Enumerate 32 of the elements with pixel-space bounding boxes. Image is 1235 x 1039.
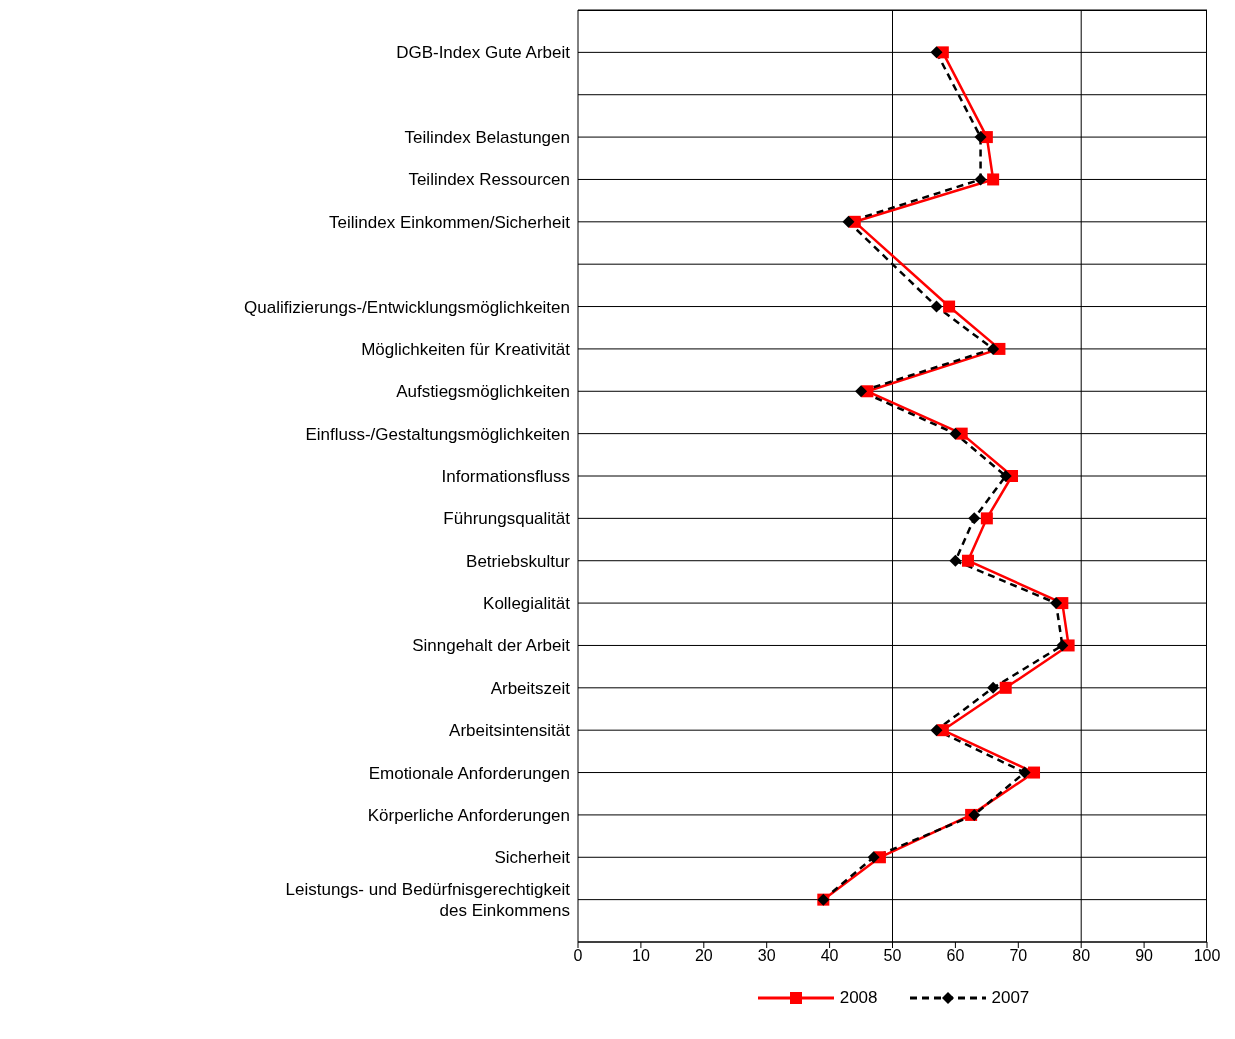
y-tick-label: Aufstiegsmöglichkeiten	[396, 382, 570, 402]
x-tick-label: 80	[1072, 947, 1091, 965]
y-tick-label: Qualifizierungs-/Entwicklungsmöglichkeiten	[244, 297, 570, 317]
legend-label: 2008	[839, 988, 878, 1008]
y-tick-label: Einfluss-/Gestaltungsmöglichkeiten	[305, 424, 570, 444]
y-tick-label: Sicherheit	[494, 848, 571, 868]
y-tick-label: Kollegialität	[483, 594, 571, 614]
y-tick-label: Möglichkeiten für Kreativität	[361, 339, 571, 359]
y-tick-label: DGB-Index Gute Arbeit	[396, 43, 571, 63]
y-tick-label: Arbeitszeit	[490, 678, 571, 698]
x-tick-label: 50	[883, 947, 902, 965]
y-tick-label: Teilindex Einkommen/Sicherheit	[329, 212, 571, 232]
x-tick-label: 0	[573, 947, 583, 965]
y-tick-label: Teilindex Ressourcen	[408, 170, 570, 190]
y-tick-label: Sinngehalt der Arbeit	[412, 636, 571, 656]
y-tick-label: Betriebskultur	[466, 551, 571, 571]
x-tick-label: 10	[632, 947, 650, 965]
y-tick-label: Arbeitsintensität	[449, 721, 571, 741]
y-tick-label: Führungsqualität	[443, 509, 571, 529]
y-tick-label: Teilindex Belastungen	[404, 128, 570, 148]
x-tick-label: 40	[820, 947, 839, 965]
x-tick-label: 100	[1193, 947, 1221, 965]
y-tick-label: Informationsfluss	[441, 467, 570, 486]
y-tick-label: Emotionale Anforderungen	[368, 763, 570, 783]
y-tick-label: Körperliche Anforderungen	[367, 805, 570, 825]
y-tick-label: Leistungs- und Bedürfnisgerechtigkeit des Einkommens	[285, 880, 571, 921]
x-tick-label: 30	[757, 947, 776, 965]
x-tick-label: 90	[1135, 947, 1154, 965]
legend-label: 2007	[991, 988, 1030, 1008]
x-tick-label: 60	[946, 947, 965, 965]
x-tick-label: 20	[694, 947, 713, 965]
x-tick-label: 70	[1009, 947, 1028, 965]
